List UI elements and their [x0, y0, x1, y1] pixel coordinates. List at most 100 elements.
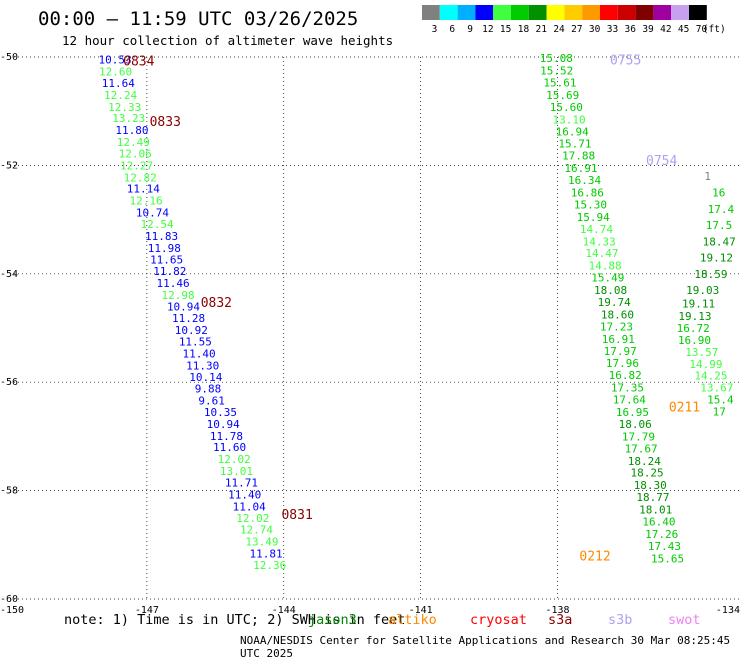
wave-height-label: 10.94 — [207, 418, 240, 431]
wave-height-label: 11.30 — [186, 359, 219, 372]
wave-height-label: 19.13 — [678, 310, 711, 323]
wave-height-label: 19.11 — [682, 298, 715, 311]
wave-height-label: 13.01 — [220, 465, 253, 478]
color-scale-swatch — [546, 5, 565, 20]
color-scale-swatch — [528, 5, 547, 20]
wave-height-label: 15.65 — [651, 552, 684, 565]
wave-height-label: 10.92 — [175, 324, 208, 337]
wave-height-label: 12.24 — [104, 89, 137, 102]
wave-height-label: 12.82 — [124, 171, 157, 184]
wave-height-label: 11.98 — [148, 242, 181, 255]
wave-height-label: 16.90 — [678, 334, 711, 347]
wave-height-label: 12.98 — [161, 289, 194, 302]
data-labels: 10.5312.6011.6412.2412.3313.2311.8012.49… — [99, 52, 736, 572]
wave-height-label: 16.95 — [616, 406, 649, 419]
wave-height-label: 16.40 — [642, 515, 675, 528]
wave-height-label: 11.40 — [228, 488, 261, 501]
pass-time-label: 0831 — [281, 508, 312, 523]
wave-height-label: 15.49 — [591, 272, 624, 285]
satellite-legend-item: cryosat — [470, 612, 527, 628]
wave-height-label: 14.88 — [589, 260, 622, 273]
wave-height-label: 11.83 — [145, 230, 178, 243]
wave-height-label: 10.14 — [189, 371, 222, 384]
wave-height-label: 15.61 — [543, 76, 576, 89]
wave-height-label: 17.96 — [606, 357, 639, 370]
wave-height-label: 12.16 — [130, 195, 163, 208]
x-tick-label: -138 — [545, 605, 569, 616]
pass-time-label: 0832 — [201, 296, 232, 311]
wave-height-label: 17.79 — [622, 430, 655, 443]
wave-height-label: 12.27 — [120, 159, 153, 172]
y-tick-label: -56 — [0, 377, 18, 388]
y-tick-label: -54 — [0, 269, 18, 280]
axis-ticks: -150 -147 -144 -141 -138 -134 -50 -52 -54 -56 -58 -… — [0, 52, 740, 616]
wave-height-label: 11.71 — [225, 476, 258, 489]
footer-credit: NOAA/NESDIS Center for Satellite Applica… — [240, 634, 731, 660]
pass-time-label: 0755 — [610, 54, 641, 69]
wave-height-label: 12.02 — [236, 512, 269, 525]
y-tick-label: -60 — [0, 594, 18, 605]
satellite-legend-item: altiko — [388, 612, 437, 628]
color-scale-label: 18 — [518, 24, 530, 35]
wave-height-label: 18.08 — [594, 284, 627, 297]
wave-height-label: 18.24 — [628, 455, 661, 468]
wave-height-label: 10.94 — [167, 300, 200, 313]
wave-height-label: 15.52 — [540, 65, 573, 78]
color-scale-unit: (ft) — [703, 24, 726, 35]
wave-height-label: 1 — [704, 170, 711, 183]
wave-height-label: 13.23 — [112, 112, 145, 125]
color-scale-swatch — [564, 5, 583, 20]
wave-height-label: 13.67 — [700, 382, 733, 395]
wave-height-label: 12.33 — [108, 101, 141, 114]
wave-height-label: 17 — [713, 405, 726, 418]
wave-height-label: 10.53 — [99, 54, 132, 67]
wave-height-label: 11.78 — [210, 430, 243, 443]
wave-height-label: 19.12 — [700, 252, 733, 265]
color-scale-label: 12 — [482, 24, 493, 35]
wave-height-label: 17.26 — [645, 528, 678, 541]
color-scale-swatch — [457, 5, 476, 20]
wave-height-label: 18.30 — [634, 479, 667, 492]
pass-time-label: 0754 — [646, 154, 677, 169]
wave-height-label: 13.10 — [552, 113, 585, 126]
wave-height-label: 11.60 — [213, 441, 246, 454]
wave-height-label: 18.59 — [694, 268, 727, 281]
color-scale-label: 6 — [449, 24, 455, 35]
wave-height-label: 18.47 — [703, 235, 736, 248]
wave-height-label: 17.35 — [611, 382, 644, 395]
color-scale-label: 24 — [553, 24, 565, 35]
wave-height-label: 16.94 — [556, 125, 589, 138]
wave-height-label: 14.99 — [689, 358, 722, 371]
wave-height-label: 10.74 — [136, 207, 169, 220]
wave-height-label: 9.88 — [195, 383, 222, 396]
wave-height-label: 12.49 — [117, 136, 150, 149]
color-scale-swatch — [511, 5, 529, 20]
wave-height-label: 11.40 — [182, 347, 215, 360]
color-scale-label: 45 — [678, 24, 689, 35]
wave-height-label: 17.88 — [562, 150, 595, 163]
wave-height-label: 17.5 — [706, 219, 733, 232]
wave-height-label: 16.34 — [568, 174, 601, 187]
color-scale-swatch — [439, 5, 458, 20]
page-subtitle: 12 hour collection of altimeter wave hei… — [62, 33, 394, 48]
wave-height-label: 15.08 — [540, 52, 573, 65]
wave-height-label: 10.35 — [204, 406, 237, 419]
satellite-legend-item: swot — [668, 612, 701, 628]
color-scale-legend: 3 6 9 12 15 18 21 24 27 30 33 36 39 42 45 70(ft) — [422, 5, 726, 35]
color-scale-swatch — [671, 5, 689, 20]
color-scale-label: 27 — [571, 24, 582, 35]
satellite-legend-item: s3b — [608, 612, 633, 628]
color-scale-swatch — [617, 5, 636, 20]
wave-height-label: 15.69 — [546, 89, 579, 102]
wave-height-label: 18.25 — [631, 467, 664, 480]
color-scale-swatch — [422, 5, 440, 20]
wave-height-label: 17.97 — [604, 345, 637, 358]
color-scale-swatch — [653, 5, 672, 20]
color-scale-swatch — [582, 5, 600, 20]
wave-height-label: 17.64 — [613, 394, 646, 407]
wave-height-label: 9.61 — [198, 395, 225, 408]
wave-height-label: 17.4 — [708, 203, 735, 216]
x-tick-label: -144 — [272, 605, 296, 616]
